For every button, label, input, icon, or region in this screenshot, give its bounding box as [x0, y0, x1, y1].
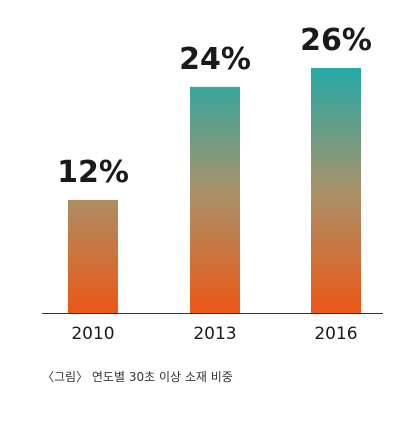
bar-2013: [190, 86, 240, 313]
category-label-2013: 2013: [193, 324, 236, 344]
value-label-2010: 12%: [57, 155, 129, 190]
bar-2016: [311, 68, 361, 313]
bar-2010: [68, 199, 118, 313]
value-labels-group: 12% 24% 26%: [57, 23, 372, 190]
category-label-2016: 2016: [314, 324, 357, 344]
bars-group: [68, 68, 361, 313]
figure-caption: 〈그림〉 연도별 30초 이상 소재 비중: [42, 370, 233, 384]
value-label-2016: 26%: [300, 23, 372, 58]
value-label-2013: 24%: [179, 42, 251, 77]
category-labels-group: 2010 2013 2016: [71, 324, 357, 344]
category-label-2010: 2010: [71, 324, 114, 344]
